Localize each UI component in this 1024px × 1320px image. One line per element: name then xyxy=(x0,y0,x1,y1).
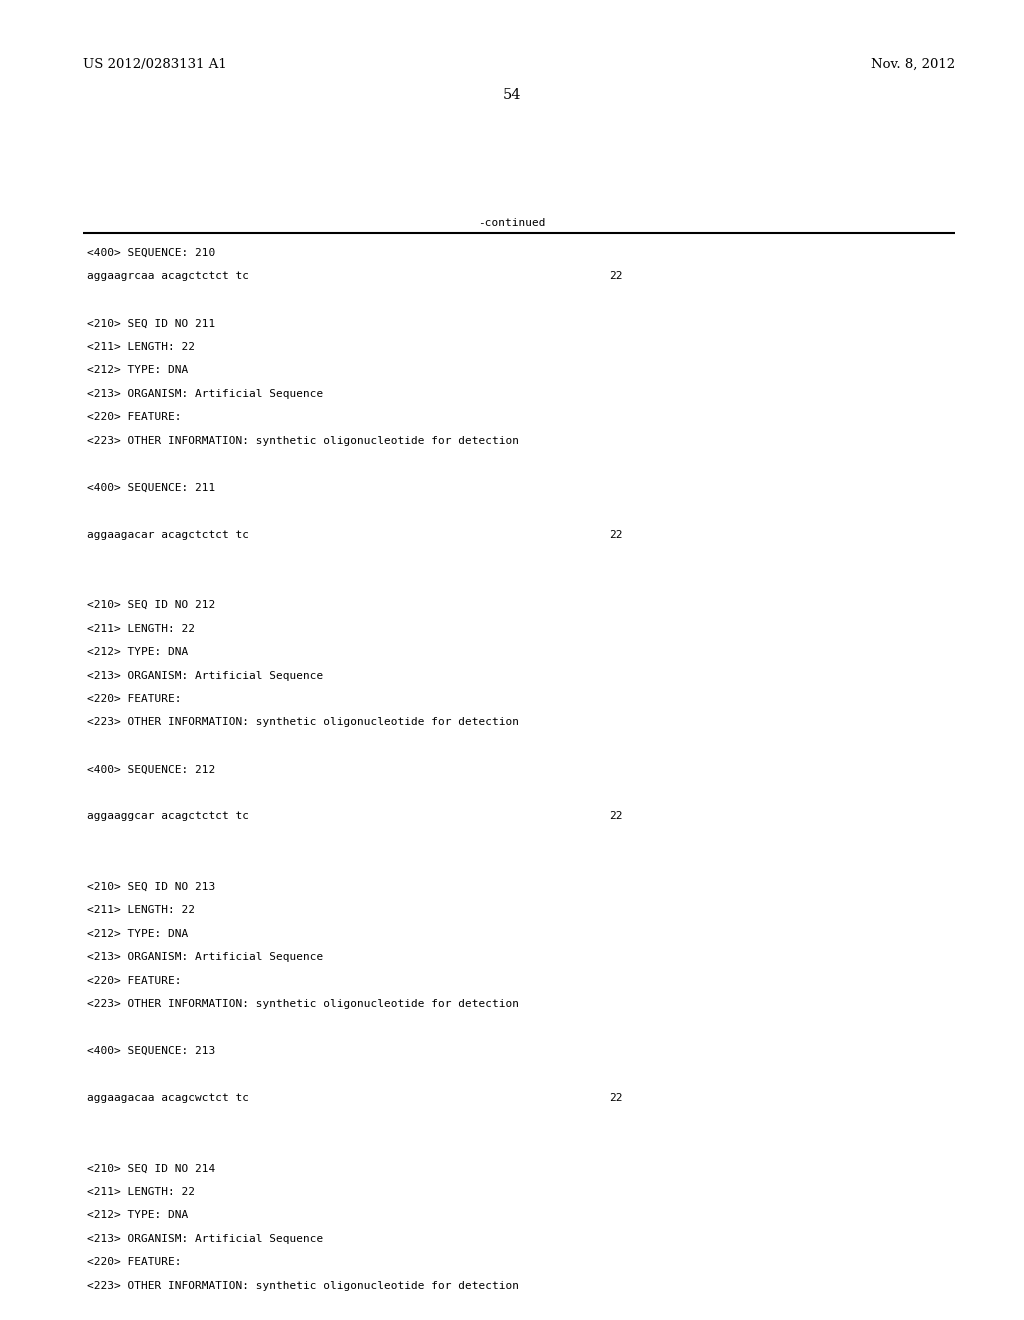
Text: 22: 22 xyxy=(609,1093,623,1104)
Text: 22: 22 xyxy=(609,812,623,821)
Text: <220> FEATURE:: <220> FEATURE: xyxy=(87,975,181,986)
Text: <212> TYPE: DNA: <212> TYPE: DNA xyxy=(87,647,188,657)
Text: <400> SEQUENCE: 213: <400> SEQUENCE: 213 xyxy=(87,1047,215,1056)
Text: <211> LENGTH: 22: <211> LENGTH: 22 xyxy=(87,1187,195,1197)
Text: <223> OTHER INFORMATION: synthetic oligonucleotide for detection: <223> OTHER INFORMATION: synthetic oligo… xyxy=(87,999,519,1010)
Text: <211> LENGTH: 22: <211> LENGTH: 22 xyxy=(87,906,195,915)
Text: <223> OTHER INFORMATION: synthetic oligonucleotide for detection: <223> OTHER INFORMATION: synthetic oligo… xyxy=(87,1280,519,1291)
Text: 22: 22 xyxy=(609,272,623,281)
Text: <211> LENGTH: 22: <211> LENGTH: 22 xyxy=(87,342,195,352)
Text: <210> SEQ ID NO 213: <210> SEQ ID NO 213 xyxy=(87,882,215,892)
Text: 54: 54 xyxy=(503,88,521,102)
Text: Nov. 8, 2012: Nov. 8, 2012 xyxy=(870,58,955,71)
Text: <220> FEATURE:: <220> FEATURE: xyxy=(87,1258,181,1267)
Text: <212> TYPE: DNA: <212> TYPE: DNA xyxy=(87,366,188,375)
Text: <223> OTHER INFORMATION: synthetic oligonucleotide for detection: <223> OTHER INFORMATION: synthetic oligo… xyxy=(87,436,519,446)
Text: <213> ORGANISM: Artificial Sequence: <213> ORGANISM: Artificial Sequence xyxy=(87,671,324,681)
Text: aggaagacar acagctctct tc: aggaagacar acagctctct tc xyxy=(87,529,249,540)
Text: aggaaggcar acagctctct tc: aggaaggcar acagctctct tc xyxy=(87,812,249,821)
Text: <210> SEQ ID NO 214: <210> SEQ ID NO 214 xyxy=(87,1163,215,1173)
Text: <213> ORGANISM: Artificial Sequence: <213> ORGANISM: Artificial Sequence xyxy=(87,389,324,399)
Text: <212> TYPE: DNA: <212> TYPE: DNA xyxy=(87,1210,188,1221)
Text: 22: 22 xyxy=(609,529,623,540)
Text: <223> OTHER INFORMATION: synthetic oligonucleotide for detection: <223> OTHER INFORMATION: synthetic oligo… xyxy=(87,718,519,727)
Text: <211> LENGTH: 22: <211> LENGTH: 22 xyxy=(87,623,195,634)
Text: <210> SEQ ID NO 211: <210> SEQ ID NO 211 xyxy=(87,318,215,329)
Text: <400> SEQUENCE: 211: <400> SEQUENCE: 211 xyxy=(87,483,215,492)
Text: <212> TYPE: DNA: <212> TYPE: DNA xyxy=(87,929,188,939)
Text: US 2012/0283131 A1: US 2012/0283131 A1 xyxy=(83,58,226,71)
Text: <213> ORGANISM: Artificial Sequence: <213> ORGANISM: Artificial Sequence xyxy=(87,952,324,962)
Text: <213> ORGANISM: Artificial Sequence: <213> ORGANISM: Artificial Sequence xyxy=(87,1234,324,1243)
Text: <220> FEATURE:: <220> FEATURE: xyxy=(87,412,181,422)
Text: -continued: -continued xyxy=(478,218,546,228)
Text: <400> SEQUENCE: 210: <400> SEQUENCE: 210 xyxy=(87,248,215,257)
Text: aggaagacaa acagcwctct tc: aggaagacaa acagcwctct tc xyxy=(87,1093,249,1104)
Text: <220> FEATURE:: <220> FEATURE: xyxy=(87,694,181,704)
Text: <210> SEQ ID NO 212: <210> SEQ ID NO 212 xyxy=(87,601,215,610)
Text: <400> SEQUENCE: 212: <400> SEQUENCE: 212 xyxy=(87,764,215,775)
Text: aggaagrcaa acagctctct tc: aggaagrcaa acagctctct tc xyxy=(87,272,249,281)
